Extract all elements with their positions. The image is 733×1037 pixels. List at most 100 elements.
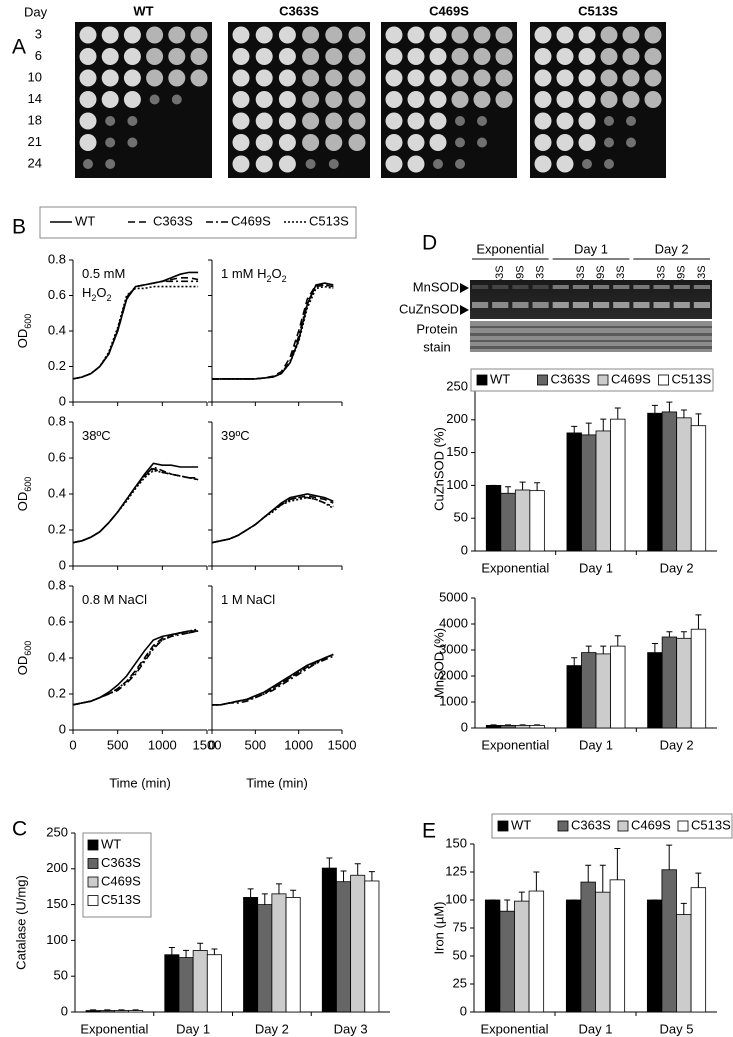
spot xyxy=(582,159,592,169)
annotation-part: 1 M NaCl xyxy=(221,592,275,607)
error-bar xyxy=(695,413,702,426)
day-label: 21 xyxy=(28,134,42,149)
y-tick-label: 0 xyxy=(59,557,66,572)
spot xyxy=(302,134,320,151)
bar xyxy=(485,484,502,552)
y-tick-label: 0 xyxy=(460,1003,467,1018)
x-axis-label: Time (min) xyxy=(246,775,308,790)
legend-label: C513S xyxy=(101,892,141,907)
spot xyxy=(604,159,614,169)
y-tick-label: 0.2 xyxy=(48,685,66,700)
spot xyxy=(600,48,618,65)
error-bar xyxy=(505,724,512,726)
bar xyxy=(661,869,677,1013)
spot xyxy=(644,48,662,65)
bar xyxy=(580,881,596,1013)
spot xyxy=(626,137,636,148)
legend-label: C513S xyxy=(309,213,349,228)
spot xyxy=(302,91,320,108)
spot xyxy=(171,94,182,105)
x-tick-label: Day 2 xyxy=(660,737,694,752)
strain-label: C469S xyxy=(429,3,469,18)
spot xyxy=(556,155,574,173)
x-tick-label: 1500 xyxy=(193,737,222,752)
spot xyxy=(622,48,640,65)
spot xyxy=(255,91,273,108)
plate xyxy=(75,22,212,178)
x-tick-label: Day 1 xyxy=(579,560,613,575)
spot xyxy=(385,91,403,108)
spot xyxy=(101,26,119,44)
legend-label: WT xyxy=(75,213,95,228)
legend-label: C363S xyxy=(101,855,141,870)
x-tick-label: Day 1 xyxy=(176,1021,210,1036)
spot xyxy=(278,48,296,65)
x-tick-label: 0 xyxy=(208,737,215,752)
error-bar xyxy=(197,942,204,951)
error-bar xyxy=(247,888,254,898)
bar xyxy=(609,879,626,1013)
y-tick-label: 0.6 xyxy=(48,613,66,628)
spot xyxy=(79,91,97,108)
spot xyxy=(429,112,447,130)
spot xyxy=(477,137,487,148)
growth-curve xyxy=(211,493,334,544)
spot xyxy=(407,91,425,108)
bar xyxy=(610,418,626,552)
bar xyxy=(514,725,531,729)
error-bar xyxy=(585,864,592,883)
spot xyxy=(407,112,425,130)
spot xyxy=(534,155,552,173)
y-axis-label: OD600 xyxy=(15,477,33,512)
gel-group: Day 2 xyxy=(655,241,689,256)
error-bar xyxy=(518,891,525,902)
error-bar xyxy=(651,404,658,414)
spot xyxy=(127,116,138,126)
bar xyxy=(85,1010,101,1013)
spot xyxy=(556,134,574,151)
spot xyxy=(255,112,273,130)
error-bar xyxy=(505,486,512,494)
spot xyxy=(83,159,93,169)
spot xyxy=(123,48,141,65)
bar xyxy=(595,653,611,729)
spot xyxy=(556,48,574,65)
annotation: 0.8 M NaCl xyxy=(82,592,147,607)
band xyxy=(633,285,650,289)
bar xyxy=(646,899,663,1013)
spot xyxy=(385,48,403,65)
spot xyxy=(302,26,320,44)
spot xyxy=(278,112,296,130)
error-bar xyxy=(571,657,578,666)
gel-group: Day 1 xyxy=(574,241,608,256)
band xyxy=(673,302,690,308)
y-tick-label: 150 xyxy=(46,896,68,911)
spot xyxy=(168,69,186,87)
spot xyxy=(325,48,343,65)
y-tick-label: 125 xyxy=(445,863,467,878)
error-bar xyxy=(666,844,673,870)
y-tick-label: 75 xyxy=(453,919,467,934)
legend-swatch xyxy=(87,895,99,906)
y-axis-label-part: OD xyxy=(15,492,30,512)
error-bar xyxy=(585,645,592,653)
bar xyxy=(164,954,180,1013)
spot xyxy=(127,137,138,148)
legend-label: WT xyxy=(490,371,510,386)
error-bar xyxy=(680,631,687,639)
y-tick-label: 0 xyxy=(461,542,468,557)
band xyxy=(532,285,549,289)
panel-letter: D xyxy=(422,232,437,255)
y-axis-label: Catalase (U/mg) xyxy=(13,875,28,970)
y-tick-label: 250 xyxy=(446,378,468,393)
spot xyxy=(407,48,425,65)
legend-swatch xyxy=(87,858,99,869)
legend-swatch xyxy=(658,374,669,386)
spot xyxy=(79,48,97,65)
bar xyxy=(257,904,273,1013)
spot xyxy=(348,112,366,130)
spot xyxy=(429,69,447,87)
legend-label: C513S xyxy=(672,371,712,386)
error-bar xyxy=(290,889,297,898)
x-tick-label: 1500 xyxy=(328,737,357,752)
